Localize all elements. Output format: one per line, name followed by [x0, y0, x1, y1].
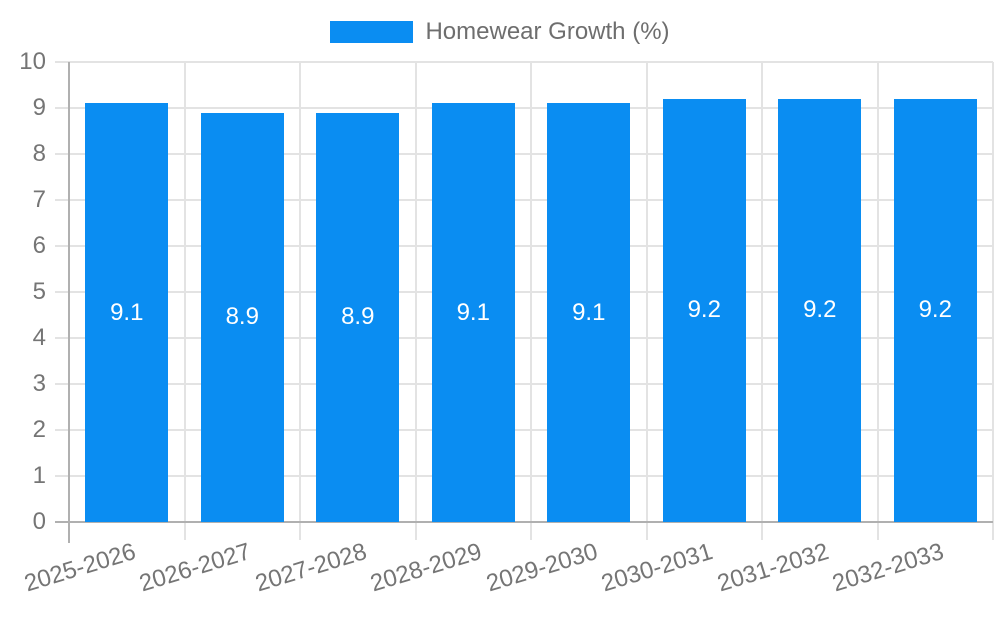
y-gridline	[55, 383, 993, 385]
x-gridline	[645, 62, 648, 540]
bar-value-label: 9.2	[803, 296, 837, 324]
legend-swatch	[330, 21, 414, 43]
x-gridline	[183, 62, 186, 540]
legend[interactable]: Homewear Growth (%)	[0, 18, 1000, 46]
y-gridline	[55, 153, 993, 155]
bar: 8.9	[200, 112, 284, 522]
x-axis-line	[55, 521, 993, 523]
bar-value-label: 9.1	[110, 298, 144, 326]
bar-chart: Homewear Growth (%) 0 1 2 3 4 5 6 7 8 9 10 9.1 2025-…	[0, 18, 1000, 598]
y-gridline	[55, 429, 993, 431]
y-gridline	[55, 337, 993, 339]
y-gridline	[55, 199, 993, 201]
bar-value-label: 9.2	[918, 296, 952, 324]
y-gridline	[55, 61, 993, 63]
y-axis-tick-label: 4	[32, 324, 46, 351]
bar: 9.2	[893, 98, 977, 522]
x-gridline	[530, 62, 532, 540]
y-axis-tick-label: 10	[19, 48, 46, 75]
bar: 9.1	[547, 103, 631, 522]
bar: 9.2	[778, 98, 862, 522]
x-gridline	[299, 62, 301, 540]
bar: 9.1	[85, 103, 169, 522]
plot-area: 0 1 2 3 4 5 6 7 8 9 10 9.1 2025-2026 8.9 2026-2027 8.9 2…	[19, 48, 994, 597]
y-axis-tick-label: 2	[32, 416, 46, 443]
y-gridline	[55, 291, 993, 293]
y-axis-tick-label: 3	[32, 370, 46, 397]
bar-value-label: 8.9	[225, 303, 259, 331]
y-axis-tick-label: 1	[32, 462, 46, 489]
y-axis-tick-label: 5	[32, 278, 46, 305]
bar: 9.1	[431, 103, 515, 522]
bar: 8.9	[316, 112, 400, 522]
y-axis-tick-label: 6	[32, 232, 46, 259]
y-axis-tick-label: 7	[32, 186, 46, 213]
legend-label: Homewear Growth (%)	[425, 18, 670, 45]
bar-value-label: 9.1	[572, 298, 606, 326]
x-gridline	[414, 62, 417, 540]
bar: 9.2	[662, 98, 746, 522]
x-gridline	[992, 62, 994, 540]
y-axis-tick-label: 8	[32, 140, 46, 167]
y-axis-tick-label: 0	[32, 508, 46, 535]
x-gridline	[761, 62, 763, 540]
y-axis-line	[68, 62, 70, 543]
bar-value-label: 8.9	[341, 303, 375, 331]
bar-value-label: 9.2	[687, 296, 721, 324]
y-gridline	[55, 245, 993, 247]
y-axis-tick-label: 9	[32, 94, 46, 121]
bar-value-label: 9.1	[456, 298, 490, 326]
y-gridline	[55, 107, 993, 109]
y-gridline	[55, 475, 993, 477]
x-gridline	[876, 62, 879, 540]
